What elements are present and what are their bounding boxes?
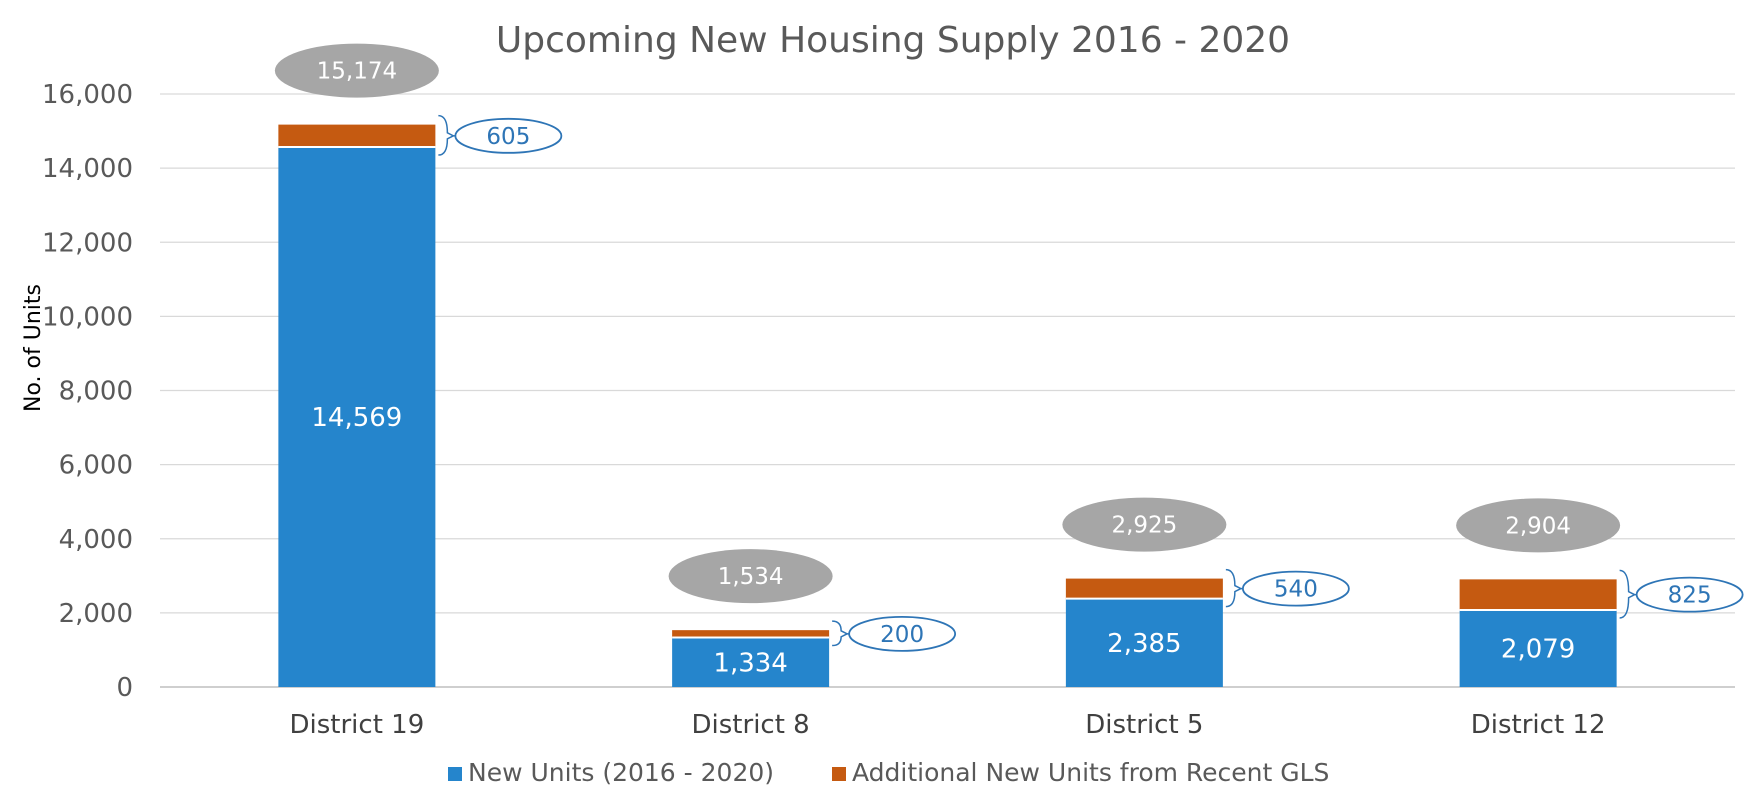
y-tick-label: 6,000 bbox=[59, 451, 133, 481]
callout-bracket bbox=[438, 114, 456, 156]
data-label-total: 2,925 bbox=[1111, 513, 1177, 539]
legend-swatch-new-units bbox=[448, 767, 462, 781]
total-bubble bbox=[1062, 497, 1227, 552]
y-tick-label: 12,000 bbox=[42, 228, 133, 258]
callout-bracket bbox=[832, 620, 849, 647]
x-tick-label: District 8 bbox=[692, 710, 810, 740]
data-labels: 14,569 15,174 605 1,334 1,534 200 2,385 2,925 54… bbox=[274, 43, 1744, 678]
callout-bracket bbox=[1225, 568, 1243, 608]
legend-swatch-additional-units bbox=[832, 767, 846, 781]
y-tick-label: 0 bbox=[116, 673, 133, 703]
data-label-total: 1,534 bbox=[718, 564, 784, 590]
data-label-new-units: 14,569 bbox=[311, 403, 402, 433]
callout-bracket bbox=[1619, 569, 1637, 619]
total-bubble bbox=[274, 43, 439, 98]
callout-oval bbox=[1635, 576, 1744, 613]
callout-oval bbox=[454, 117, 563, 154]
bar-additional-units bbox=[672, 630, 830, 638]
y-tick-label: 4,000 bbox=[59, 525, 133, 555]
bar-additional-units bbox=[1459, 579, 1617, 610]
x-tick-label: District 19 bbox=[290, 710, 425, 740]
legend-label-additional-units: Additional New Units from Recent GLS bbox=[852, 758, 1329, 787]
bar-new-units bbox=[278, 147, 436, 687]
total-bubble bbox=[668, 549, 833, 604]
x-tick-label: District 5 bbox=[1085, 710, 1203, 740]
x-tick-label: District 12 bbox=[1471, 710, 1606, 740]
y-tick-label: 10,000 bbox=[42, 302, 133, 332]
bars bbox=[278, 124, 1617, 687]
bar-new-units bbox=[1065, 598, 1223, 687]
data-label-total: 15,174 bbox=[317, 59, 397, 85]
data-label-new-units: 2,079 bbox=[1501, 634, 1575, 664]
data-label-new-units: 1,334 bbox=[713, 648, 787, 678]
y-tick-label: 2,000 bbox=[59, 599, 133, 629]
data-label-total: 2,904 bbox=[1505, 513, 1571, 539]
y-tick-label: 14,000 bbox=[42, 154, 133, 184]
bar-new-units bbox=[1459, 609, 1617, 687]
data-label-additional-units: 540 bbox=[1274, 577, 1318, 603]
data-label-additional-units: 605 bbox=[486, 124, 530, 150]
chart-title: Upcoming New Housing Supply 2016 - 2020 bbox=[496, 20, 1290, 61]
legend-label-new-units: New Units (2016 - 2020) bbox=[468, 758, 774, 787]
bar-additional-units bbox=[278, 124, 436, 148]
data-label-new-units: 2,385 bbox=[1107, 629, 1181, 659]
x-axis-ticks: District 19 District 8 District 5 District … bbox=[290, 710, 1606, 740]
y-axis-ticks: 0 2,000 4,000 6,000 8,000 10,000 12,000 14,000 1… bbox=[42, 80, 133, 703]
bar-additional-units bbox=[1065, 578, 1223, 599]
callout-oval bbox=[848, 615, 957, 652]
callout-oval bbox=[1241, 570, 1350, 607]
y-tick-label: 16,000 bbox=[42, 80, 133, 110]
total-bubble bbox=[1456, 498, 1621, 553]
legend: New Units (2016 - 2020) Additional New Un… bbox=[448, 758, 1329, 787]
y-axis-label: No. of Units bbox=[21, 284, 46, 412]
data-label-additional-units: 200 bbox=[880, 622, 924, 648]
bar-new-units bbox=[672, 637, 830, 687]
y-tick-label: 8,000 bbox=[59, 377, 133, 407]
data-label-additional-units: 825 bbox=[1668, 583, 1712, 609]
